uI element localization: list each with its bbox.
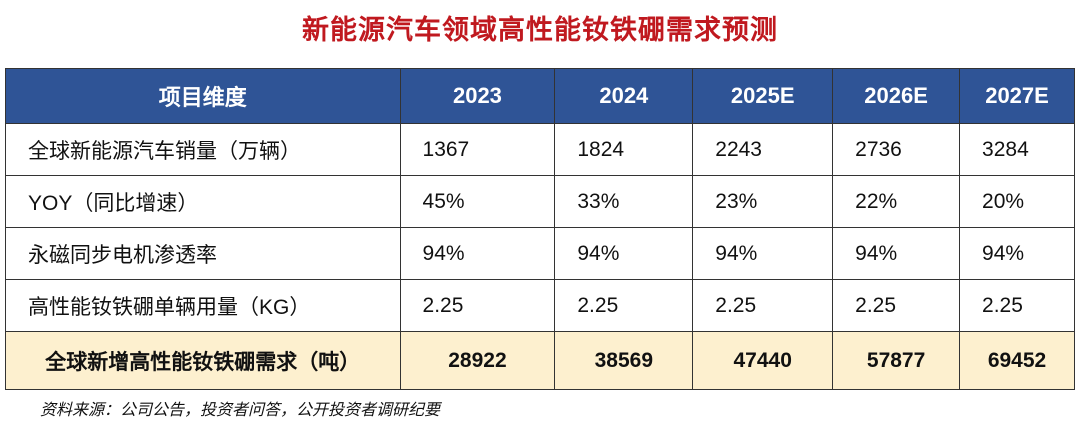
header-cell: 项目维度 (5, 68, 401, 124)
row-label: 全球新增高性能钕铁硼需求（吨） (5, 331, 401, 390)
header-cell: 2024 (554, 68, 694, 124)
header-cell: 2027E (959, 68, 1075, 124)
source-note: 资料来源：公司公告，投资者问答，公开投资者调研纪要 (40, 402, 441, 419)
table-cell: 94% (832, 227, 961, 280)
table-cell: 69452 (959, 331, 1075, 390)
table-cell: 45% (399, 175, 556, 228)
table-cell: 2.25 (399, 279, 556, 332)
header-row: 项目维度 2023 2024 2025E 2026E 2027E (5, 68, 1075, 124)
table-cell: 57877 (832, 331, 961, 390)
row-label: 高性能钕铁硼单辆用量（KG） (5, 279, 401, 332)
table-cell: 38569 (554, 331, 694, 390)
table-cell: 1824 (554, 123, 694, 176)
row-label: 全球新能源汽车销量（万辆） (5, 123, 401, 176)
data-table: 项目维度 2023 2024 2025E 2026E 2027E 全球新能源汽车销量（万辆… (5, 68, 1075, 390)
header-cell: 2025E (692, 68, 834, 124)
table-cell: 1367 (399, 123, 556, 176)
table-row: 全球新能源汽车销量（万辆） 1367 1824 2243 2736 3284 (5, 123, 1075, 176)
table-cell: 23% (692, 175, 834, 228)
row-label: YOY（同比增速） (5, 175, 401, 228)
table-cell: 2736 (832, 123, 961, 176)
title: 新能源汽车领域高性能钕铁硼需求预测 (302, 15, 778, 45)
table-cell: 2.25 (959, 279, 1075, 332)
row-label: 永磁同步电机渗透率 (5, 227, 401, 280)
table-row: 永磁同步电机渗透率 94% 94% 94% 94% 94% (5, 227, 1075, 280)
table-cell: 2.25 (554, 279, 694, 332)
header-cell: 2026E (832, 68, 961, 124)
table-cell: 22% (832, 175, 961, 228)
table-cell: 94% (692, 227, 834, 280)
table-row: 高性能钕铁硼单辆用量（KG） 2.25 2.25 2.25 2.25 2.25 (5, 279, 1075, 332)
table-row: YOY（同比增速） 45% 33% 23% 22% 20% (5, 175, 1075, 228)
table-cell: 33% (554, 175, 694, 228)
table-cell: 2243 (692, 123, 834, 176)
table-cell: 2.25 (832, 279, 961, 332)
table-row: 全球新增高性能钕铁硼需求（吨） 28922 38569 47440 57877 69452 (5, 331, 1075, 390)
table-cell: 94% (399, 227, 556, 280)
table-cell: 20% (959, 175, 1075, 228)
table-cell: 3284 (959, 123, 1075, 176)
table-cell: 28922 (399, 331, 556, 390)
header-cell: 2023 (399, 68, 556, 124)
table-cell: 2.25 (692, 279, 834, 332)
table-cell: 94% (554, 227, 694, 280)
table-cell: 47440 (692, 331, 834, 390)
table-cell: 94% (959, 227, 1075, 280)
